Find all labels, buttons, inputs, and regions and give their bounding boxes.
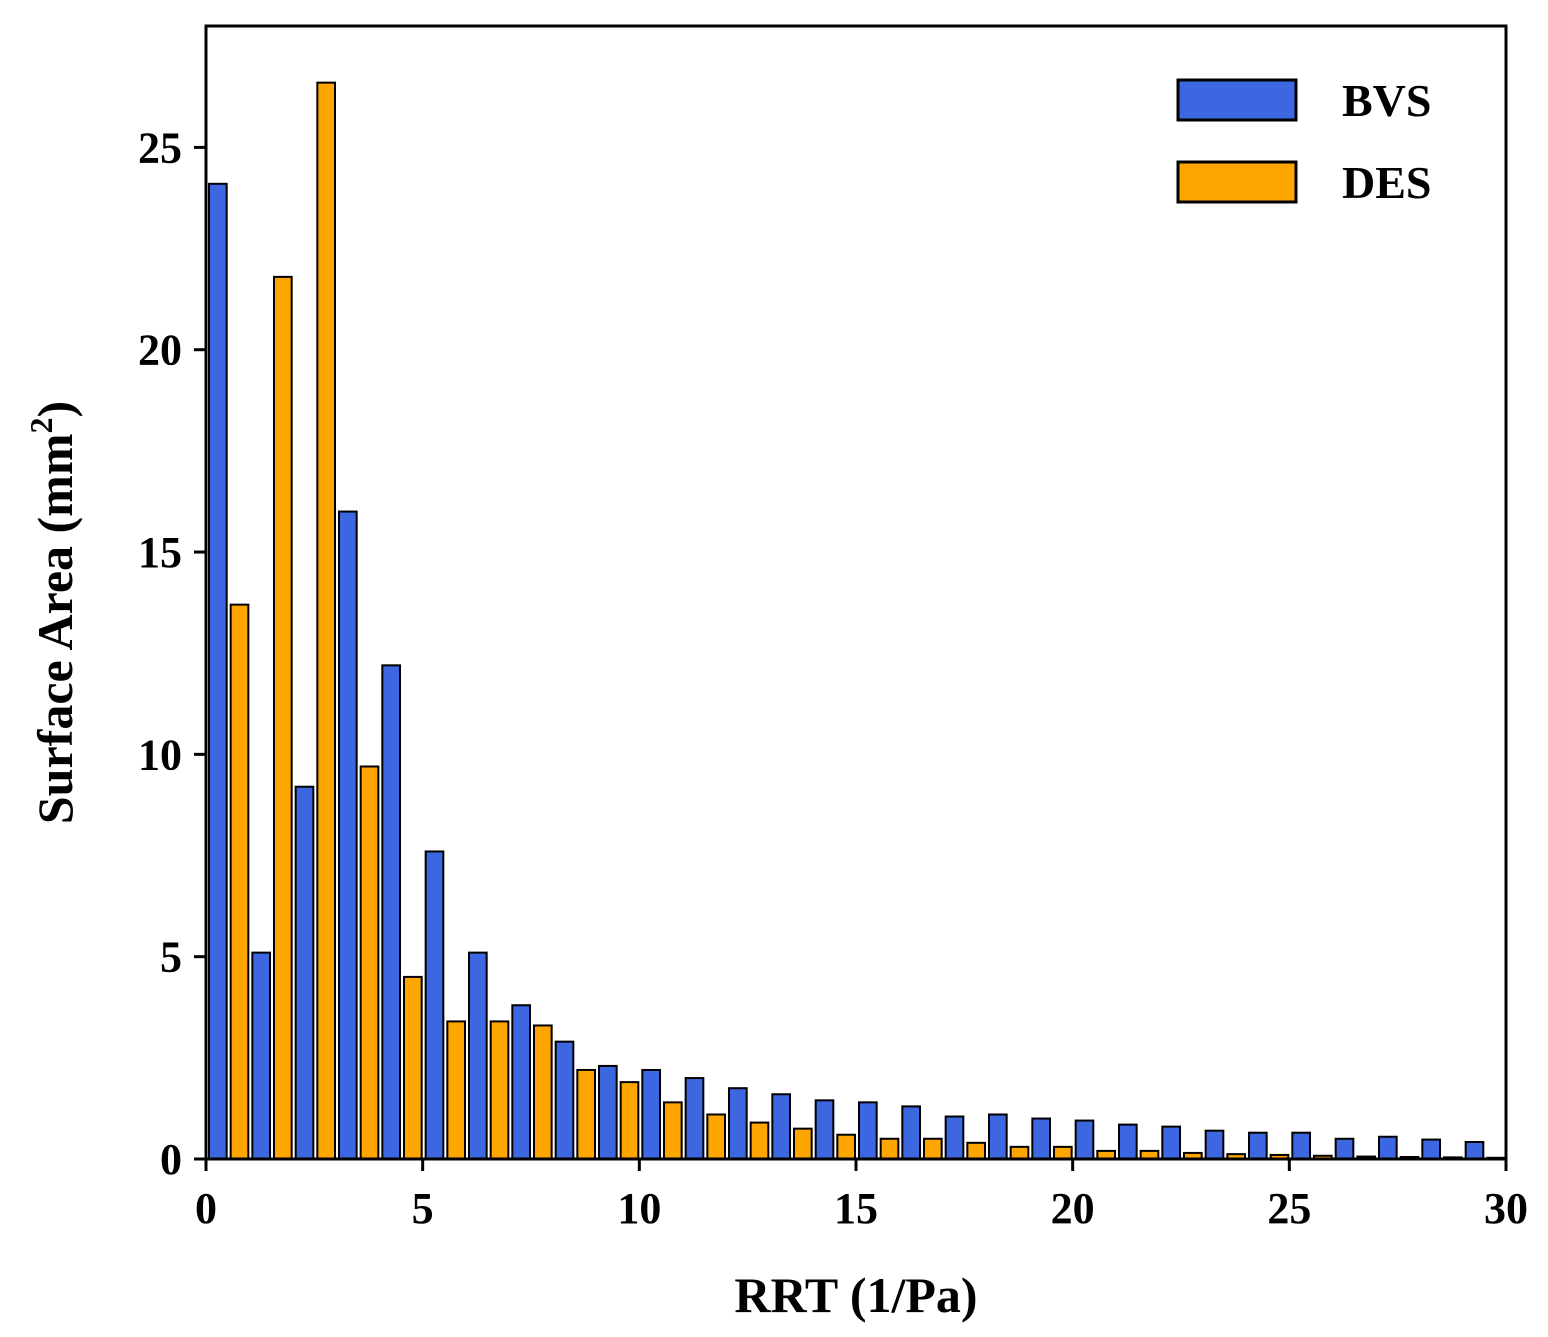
y-tick-label-1: 5 <box>160 933 182 982</box>
x-tick-label-3: 15 <box>834 1184 878 1233</box>
legend-swatch-des <box>1176 160 1298 204</box>
bar-bvs-19 <box>1031 1117 1052 1161</box>
bar-des-5 <box>446 1020 467 1161</box>
x-axis-label: RRT (1/Pa) <box>734 1267 977 1323</box>
bar-des-18 <box>1009 1145 1030 1161</box>
x-tick-label-4: 20 <box>1051 1184 1095 1233</box>
bar-des-16 <box>923 1137 943 1160</box>
bar-des-11 <box>706 1113 726 1160</box>
bar-des-15 <box>879 1137 900 1160</box>
bar-bvs-25 <box>1291 1131 1312 1161</box>
bar-des-12 <box>749 1121 770 1161</box>
bar-bvs-10 <box>641 1068 661 1160</box>
bar-bvs-0 <box>208 182 228 1160</box>
bar-des-3 <box>359 765 380 1160</box>
bar-bvs-13 <box>771 1093 791 1161</box>
bars-group <box>208 81 1507 1161</box>
bar-bvs-29 <box>1464 1141 1485 1161</box>
bar-bvs-21 <box>1118 1123 1138 1160</box>
bar-bvs-22 <box>1161 1125 1182 1160</box>
y-tick-label-0: 0 <box>160 1135 182 1184</box>
bar-bvs-9 <box>598 1064 618 1160</box>
bar-bvs-26 <box>1334 1137 1355 1160</box>
x-tick-label-1: 5 <box>412 1184 434 1233</box>
y-axis-label-close: ) <box>27 401 83 418</box>
bar-des-0 <box>229 603 250 1160</box>
bar-des-4 <box>403 975 423 1160</box>
bar-bvs-23 <box>1204 1129 1225 1161</box>
bar-des-8 <box>576 1068 596 1160</box>
y-axis-ticks: 0 5 10 15 20 25 <box>138 123 206 1184</box>
bar-des-2 <box>316 81 337 1160</box>
y-tick-label-5: 25 <box>138 123 182 172</box>
y-tick-label-2: 10 <box>138 730 182 779</box>
bar-bvs-28 <box>1421 1138 1442 1161</box>
bar-bvs-12 <box>728 1087 748 1160</box>
bar-bvs-15 <box>858 1101 878 1160</box>
x-tick-label-5: 25 <box>1267 1184 1311 1233</box>
x-tick-label-6: 30 <box>1484 1184 1528 1233</box>
legend-swatch-bvs <box>1176 78 1298 122</box>
bar-des-6 <box>489 1020 510 1161</box>
bar-des-7 <box>533 1024 553 1161</box>
bar-bvs-8 <box>554 1040 575 1160</box>
bar-des-14 <box>836 1133 856 1161</box>
bar-bvs-16 <box>901 1105 921 1161</box>
y-tick-label-3: 15 <box>138 528 182 577</box>
bar-des-10 <box>663 1101 683 1160</box>
legend-label-bvs: BVS <box>1342 75 1431 126</box>
bar-bvs-1 <box>251 951 271 1160</box>
y-axis-label-main: Surface Area (mm <box>27 434 83 825</box>
bar-bvs-11 <box>684 1077 705 1160</box>
bar-bvs-7 <box>511 1004 531 1160</box>
bar-bvs-27 <box>1378 1135 1398 1160</box>
x-tick-label-2: 10 <box>617 1184 661 1233</box>
bar-bvs-17 <box>944 1115 965 1160</box>
bar-des-1 <box>273 275 293 1160</box>
y-axis-label-superscript: 2 <box>23 418 59 434</box>
bar-bvs-14 <box>814 1099 835 1160</box>
bar-bvs-6 <box>468 951 488 1160</box>
bar-bvs-20 <box>1074 1119 1095 1161</box>
bar-bvs-2 <box>294 785 315 1160</box>
bar-bvs-18 <box>988 1113 1008 1160</box>
bar-bvs-4 <box>381 664 402 1160</box>
bar-des-13 <box>793 1127 813 1160</box>
bar-des-17 <box>966 1141 986 1161</box>
bar-des-9 <box>619 1081 640 1160</box>
legend-label-des: DES <box>1342 157 1431 208</box>
bar-bvs-5 <box>424 850 445 1160</box>
y-tick-label-4: 20 <box>138 326 182 375</box>
y-axis-label: Surface Area (mm2) <box>23 401 83 824</box>
legend: BVS DES <box>1176 75 1431 208</box>
bar-bvs-24 <box>1248 1131 1268 1161</box>
bar-bvs-3 <box>338 510 358 1161</box>
x-axis-ticks: 0 5 10 15 20 25 30 <box>195 1159 1528 1233</box>
bar-des-19 <box>1053 1145 1073 1161</box>
x-tick-label-0: 0 <box>195 1184 217 1233</box>
